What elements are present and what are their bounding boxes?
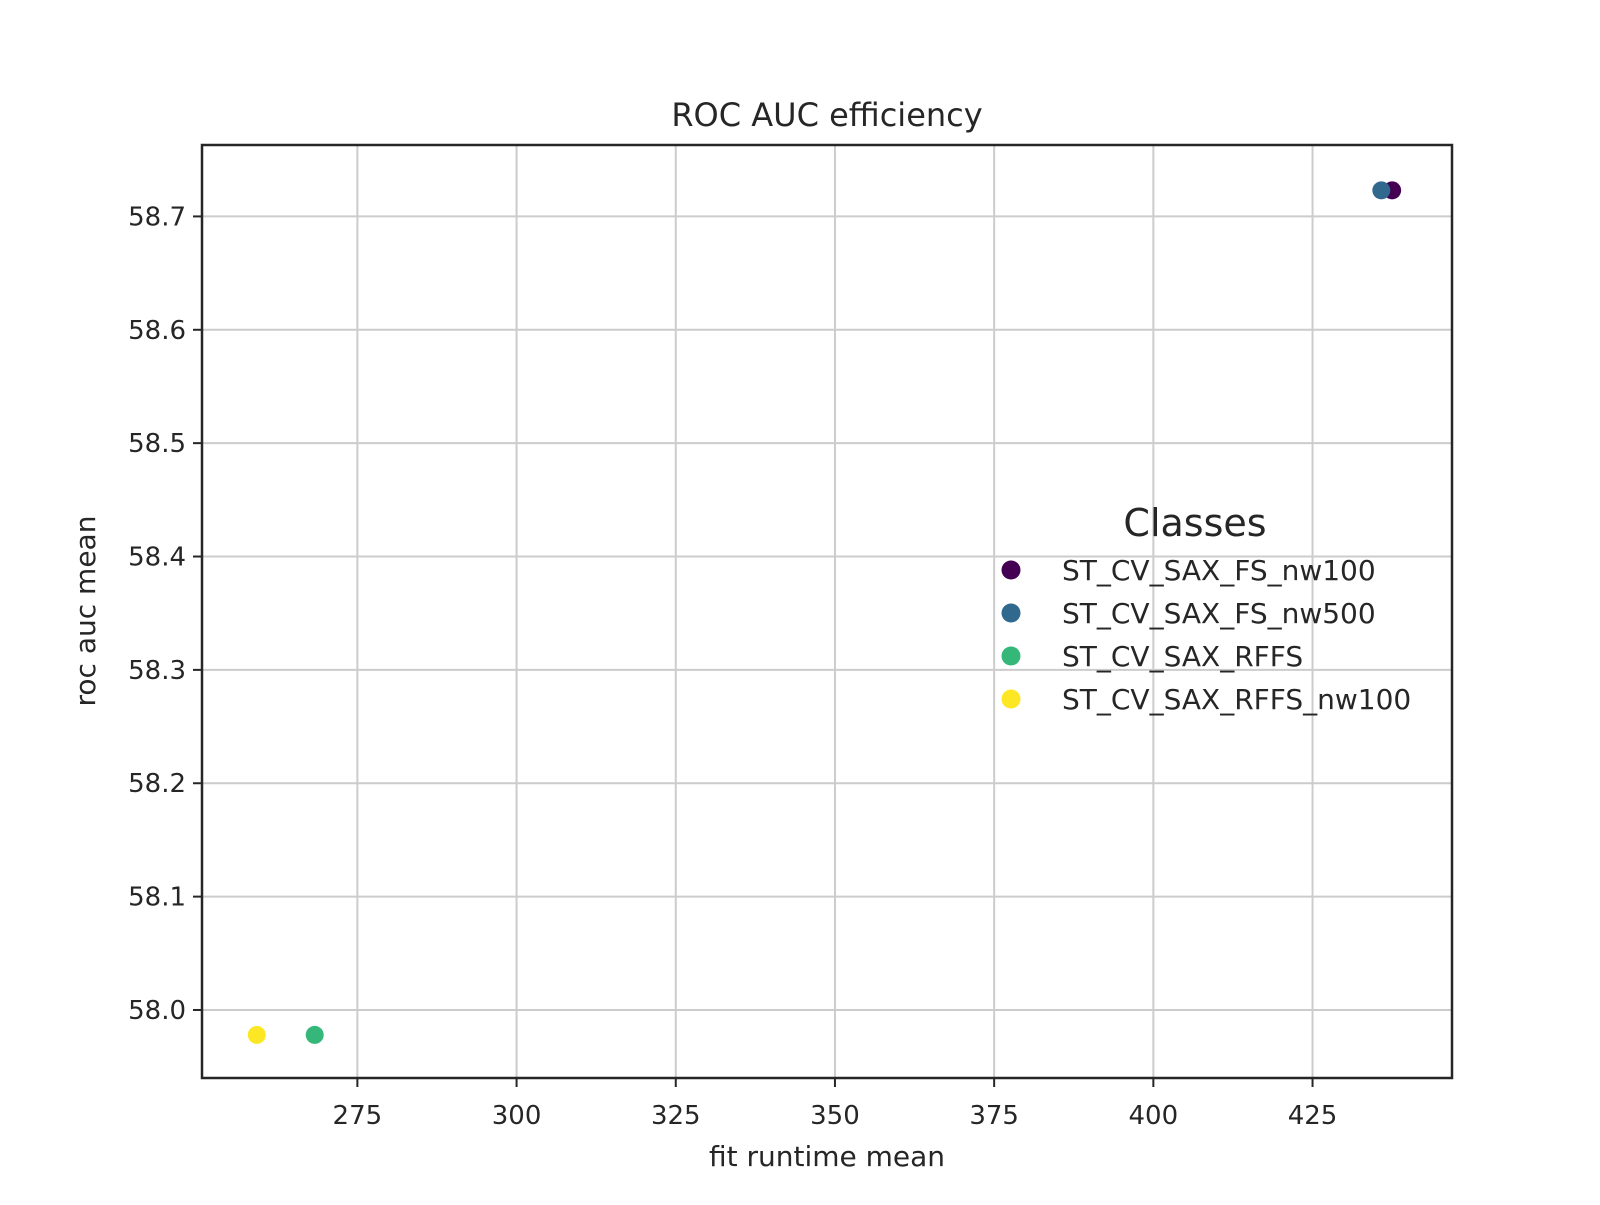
plot-area-frame [200,143,1454,1080]
legend-label: ST_CV_SAX_RFFS [1062,640,1303,673]
legend-marker [1001,603,1021,623]
y-axis-ticks: 58.0 58.1 58.2 58.3 58.4 58.5 58.6 58.7 [128,202,202,1026]
x-axis-ticks: 275 300 325 350 375 400 425 [333,1078,1338,1131]
legend-label: ST_CV_SAX_RFFS_nw100 [1062,683,1411,716]
y-axis-label: roc auc mean [69,516,102,707]
y-tick-label: 58.3 [128,656,186,686]
legend-label: ST_CV_SAX_FS_nw100 [1062,554,1376,587]
legend-marker [1001,560,1021,580]
y-tick-label: 58.2 [128,769,186,799]
data-point [1372,181,1391,200]
y-tick-label: 58.5 [128,429,186,459]
x-tick-label: 400 [1129,1101,1179,1131]
x-axis-label: fit runtime mean [709,1140,945,1173]
data-point [247,1025,266,1044]
x-tick-label: 375 [969,1101,1019,1131]
legend: Classes ST_CV_SAX_FS_nw100 ST_CV_SAX_FS_n… [1001,501,1411,716]
x-tick-label: 350 [810,1101,860,1131]
x-tick-label: 325 [651,1101,701,1131]
y-tick-label: 58.4 [128,543,186,573]
y-tick-label: 58.6 [128,316,186,346]
grid [202,145,1452,1078]
data-points [247,181,1402,1044]
legend-label: ST_CV_SAX_FS_nw500 [1062,597,1376,630]
x-tick-label: 300 [492,1101,542,1131]
legend-marker [1001,689,1021,709]
legend-marker [1001,646,1021,666]
legend-title: Classes [1123,501,1266,545]
y-tick-label: 58.1 [128,883,186,913]
y-tick-label: 58.7 [128,202,186,232]
y-tick-label: 58.0 [128,996,186,1026]
x-tick-label: 425 [1288,1101,1338,1131]
chart-title: ROC AUC efficiency [671,96,982,134]
x-tick-label: 275 [333,1101,383,1131]
data-point [305,1025,324,1044]
